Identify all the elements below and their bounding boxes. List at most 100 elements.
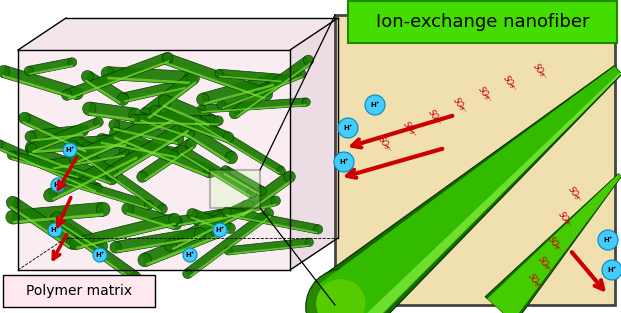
Polygon shape bbox=[144, 146, 194, 181]
Polygon shape bbox=[168, 201, 251, 251]
Polygon shape bbox=[31, 134, 84, 142]
Ellipse shape bbox=[171, 148, 182, 158]
Polygon shape bbox=[101, 134, 178, 158]
Bar bbox=[335, 15, 615, 305]
Polygon shape bbox=[9, 198, 76, 248]
Circle shape bbox=[338, 118, 358, 138]
Ellipse shape bbox=[304, 55, 314, 65]
Polygon shape bbox=[32, 134, 126, 154]
Polygon shape bbox=[184, 132, 229, 162]
Polygon shape bbox=[107, 67, 191, 85]
Text: SO₃⁻: SO₃⁻ bbox=[451, 96, 469, 116]
Polygon shape bbox=[115, 228, 201, 253]
Ellipse shape bbox=[107, 174, 117, 185]
Polygon shape bbox=[126, 212, 175, 229]
Polygon shape bbox=[178, 217, 222, 226]
Ellipse shape bbox=[24, 66, 33, 75]
Ellipse shape bbox=[75, 170, 83, 179]
Ellipse shape bbox=[158, 204, 167, 213]
Text: SO₃⁻: SO₃⁻ bbox=[531, 62, 549, 82]
Polygon shape bbox=[290, 18, 338, 270]
Ellipse shape bbox=[158, 95, 171, 108]
Polygon shape bbox=[197, 196, 277, 226]
Polygon shape bbox=[223, 173, 260, 195]
Polygon shape bbox=[18, 18, 338, 50]
Ellipse shape bbox=[170, 218, 182, 230]
Polygon shape bbox=[189, 215, 271, 277]
Ellipse shape bbox=[70, 238, 81, 250]
Text: SO₃⁻: SO₃⁻ bbox=[426, 108, 444, 128]
Ellipse shape bbox=[180, 79, 189, 89]
Ellipse shape bbox=[94, 117, 103, 127]
Polygon shape bbox=[146, 234, 220, 266]
Ellipse shape bbox=[187, 208, 197, 219]
Polygon shape bbox=[142, 225, 220, 266]
Polygon shape bbox=[177, 209, 222, 226]
Ellipse shape bbox=[204, 166, 216, 178]
Polygon shape bbox=[47, 147, 138, 201]
Polygon shape bbox=[232, 56, 312, 118]
Polygon shape bbox=[222, 76, 303, 109]
Ellipse shape bbox=[222, 207, 231, 216]
Ellipse shape bbox=[181, 123, 193, 136]
Polygon shape bbox=[12, 203, 104, 224]
Polygon shape bbox=[195, 116, 283, 174]
Ellipse shape bbox=[169, 213, 181, 225]
Ellipse shape bbox=[25, 141, 39, 154]
Ellipse shape bbox=[233, 207, 245, 218]
Polygon shape bbox=[11, 151, 80, 178]
Text: SO₃⁻: SO₃⁻ bbox=[556, 210, 574, 230]
Polygon shape bbox=[219, 69, 282, 83]
Polygon shape bbox=[142, 73, 197, 120]
Polygon shape bbox=[30, 125, 84, 142]
Polygon shape bbox=[65, 182, 148, 209]
Polygon shape bbox=[65, 53, 170, 100]
Ellipse shape bbox=[186, 72, 199, 85]
Polygon shape bbox=[236, 172, 293, 218]
Polygon shape bbox=[487, 174, 621, 313]
Ellipse shape bbox=[271, 196, 281, 206]
Polygon shape bbox=[179, 146, 255, 198]
Ellipse shape bbox=[78, 125, 89, 136]
Circle shape bbox=[365, 95, 385, 115]
Polygon shape bbox=[114, 136, 209, 177]
Polygon shape bbox=[88, 112, 135, 121]
Polygon shape bbox=[165, 62, 266, 100]
Ellipse shape bbox=[66, 237, 79, 249]
Circle shape bbox=[51, 178, 65, 192]
Ellipse shape bbox=[25, 144, 36, 155]
Bar bbox=[210, 170, 260, 208]
Ellipse shape bbox=[137, 112, 146, 121]
Text: H⁺: H⁺ bbox=[370, 102, 380, 108]
Ellipse shape bbox=[197, 105, 206, 113]
Ellipse shape bbox=[105, 166, 117, 179]
Text: H⁺: H⁺ bbox=[185, 252, 195, 258]
Ellipse shape bbox=[194, 228, 206, 239]
Polygon shape bbox=[113, 128, 212, 177]
Polygon shape bbox=[201, 104, 307, 113]
Circle shape bbox=[93, 248, 107, 262]
Polygon shape bbox=[148, 81, 197, 119]
Ellipse shape bbox=[7, 151, 16, 160]
Polygon shape bbox=[52, 222, 134, 281]
Polygon shape bbox=[315, 66, 621, 313]
Ellipse shape bbox=[82, 142, 94, 153]
Polygon shape bbox=[223, 166, 264, 195]
Polygon shape bbox=[140, 113, 191, 138]
Ellipse shape bbox=[266, 74, 279, 87]
Ellipse shape bbox=[83, 102, 96, 115]
Polygon shape bbox=[124, 87, 186, 102]
Ellipse shape bbox=[224, 247, 232, 255]
Text: H⁺: H⁺ bbox=[50, 227, 60, 233]
Ellipse shape bbox=[163, 52, 173, 63]
Polygon shape bbox=[73, 110, 174, 164]
Ellipse shape bbox=[43, 189, 57, 202]
Ellipse shape bbox=[173, 134, 184, 145]
Ellipse shape bbox=[306, 269, 382, 313]
Circle shape bbox=[183, 248, 197, 262]
Ellipse shape bbox=[119, 93, 129, 103]
Ellipse shape bbox=[144, 201, 153, 210]
Polygon shape bbox=[84, 79, 121, 104]
Ellipse shape bbox=[119, 134, 132, 147]
Ellipse shape bbox=[305, 238, 314, 246]
